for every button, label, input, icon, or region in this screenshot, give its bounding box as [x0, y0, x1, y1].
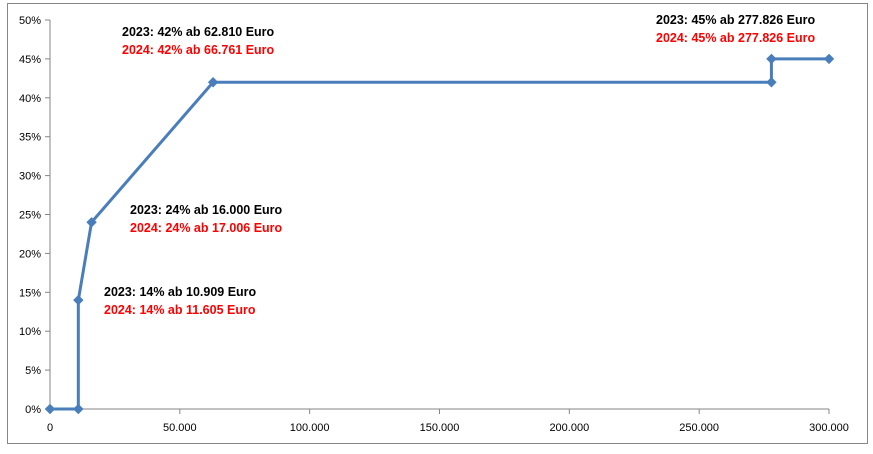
- axes: 0% 5% 10% 15% 20% 25% 30% 35% 40% 45% 50% 0 50.000 10…: [19, 15, 849, 434]
- annotation-2023: 2023: 42% ab 62.810 Euro: [122, 25, 275, 39]
- y-tick-label: 50%: [19, 15, 41, 27]
- data-point-marker: [766, 77, 777, 88]
- data-point-marker: [86, 217, 97, 228]
- x-tick-label: 0: [47, 422, 53, 434]
- y-tick-label: 30%: [19, 171, 41, 183]
- annotation: 2023: 14% ab 10.909 Euro 2024: 14% ab 11.…: [104, 285, 257, 317]
- series-group: [44, 53, 835, 415]
- y-tick-label: 0%: [25, 404, 41, 416]
- y-tick-label: 10%: [19, 326, 41, 338]
- annotation: 2023: 42% ab 62.810 Euro 2024: 42% ab 66.…: [122, 25, 275, 57]
- annotations: 2023: 14% ab 10.909 Euro 2024: 14% ab 11.…: [104, 13, 815, 317]
- y-tick-label: 20%: [19, 248, 41, 260]
- data-point-marker: [44, 403, 56, 415]
- x-tick-label: 200.000: [549, 422, 589, 434]
- y-tick-label: 15%: [19, 287, 41, 299]
- x-tick-label: 250.000: [679, 422, 719, 434]
- data-point-marker: [207, 77, 219, 88]
- data-point-marker: [823, 53, 835, 65]
- x-tick-label: 150.000: [420, 422, 460, 434]
- y-tick-label: 45%: [19, 54, 41, 66]
- annotation: 2023: 45% ab 277.826 Euro 2024: 45% ab 27…: [656, 13, 815, 45]
- annotation: 2023: 24% ab 16.000 Euro 2024: 24% ab 17.…: [130, 203, 283, 235]
- data-point-marker: [73, 403, 84, 415]
- x-tick-label: 50.000: [163, 422, 197, 434]
- annotation-2024: 2024: 45% ab 277.826 Euro: [656, 31, 815, 45]
- y-tick-label: 5%: [25, 365, 41, 377]
- annotation-2024: 2024: 14% ab 11.605 Euro: [104, 303, 256, 317]
- annotation-2023: 2023: 14% ab 10.909 Euro: [104, 285, 257, 299]
- data-point-marker: [73, 294, 84, 306]
- x-tick-label: 300.000: [809, 422, 849, 434]
- y-tick-label: 25%: [19, 210, 41, 222]
- y-tick-label: 40%: [19, 93, 41, 105]
- annotation-2024: 2024: 42% ab 66.761 Euro: [122, 43, 275, 57]
- annotation-2024: 2024: 24% ab 17.006 Euro: [130, 221, 283, 235]
- y-tick-label: 35%: [19, 132, 41, 144]
- annotation-2023: 2023: 45% ab 277.826 Euro: [656, 13, 815, 27]
- annotation-2023: 2023: 24% ab 16.000 Euro: [130, 203, 283, 217]
- data-point-marker: [766, 53, 777, 65]
- chart-border: [7, 3, 868, 444]
- x-tick-label: 100.000: [290, 422, 330, 434]
